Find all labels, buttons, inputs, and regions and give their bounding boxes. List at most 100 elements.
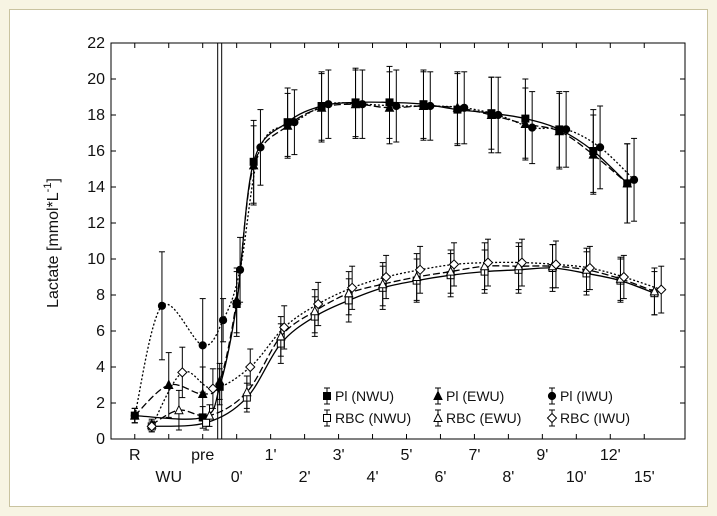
series-line bbox=[134, 101, 628, 420]
legend: Pl (NWU) Pl (EWU) Pl (IWU) RBC (NWU) RBC (EW… bbox=[323, 387, 630, 427]
data-point bbox=[204, 409, 215, 420]
x-tick-label: 1' bbox=[265, 447, 277, 464]
data-point bbox=[312, 298, 324, 310]
y-tick-label: 10 bbox=[87, 251, 105, 268]
legend-item: RBC (IWU) bbox=[546, 409, 630, 427]
legend-item: Pl (EWU) bbox=[433, 387, 504, 405]
data-point bbox=[235, 265, 245, 274]
legend-item: RBC (NWU) bbox=[323, 409, 411, 427]
data-point bbox=[584, 262, 596, 274]
legend-item: Pl (IWU) bbox=[547, 387, 613, 405]
data-point bbox=[588, 148, 599, 159]
data-point bbox=[494, 110, 503, 120]
data-point bbox=[595, 143, 605, 152]
y-tick-label: 22 bbox=[87, 35, 105, 52]
x-tick-label: 7' bbox=[468, 447, 480, 464]
y-tick-label: 4 bbox=[96, 359, 105, 376]
data-point bbox=[346, 282, 358, 294]
y-tick-label: 14 bbox=[87, 179, 105, 196]
legend-label: RBC (IWU) bbox=[560, 410, 630, 426]
data-point bbox=[554, 125, 565, 136]
series-line bbox=[134, 103, 628, 417]
data-point bbox=[245, 361, 256, 373]
x-tick-label: 6' bbox=[434, 469, 446, 486]
data-point bbox=[218, 316, 228, 325]
series-line bbox=[134, 102, 635, 416]
legend-item: RBC (EWU) bbox=[433, 409, 521, 427]
x-tick-label: WU bbox=[155, 469, 182, 486]
y-tick-label: 8 bbox=[96, 287, 105, 304]
data-point bbox=[343, 287, 354, 298]
data-point bbox=[130, 411, 139, 420]
data-point bbox=[309, 305, 320, 316]
legend-marker bbox=[546, 412, 558, 424]
legend-marker bbox=[323, 414, 331, 422]
y-tick-label: 16 bbox=[87, 143, 105, 160]
y-tick-label: 6 bbox=[96, 323, 105, 340]
legend-label: Pl (NWU) bbox=[335, 388, 394, 404]
data-point bbox=[377, 278, 388, 289]
data-point bbox=[146, 421, 157, 432]
data-point bbox=[290, 118, 299, 127]
data-point bbox=[629, 175, 639, 184]
data-point bbox=[445, 265, 456, 276]
series-2 bbox=[130, 69, 639, 424]
y-tick-label: 18 bbox=[87, 107, 105, 124]
data-point bbox=[198, 341, 207, 350]
chart-frame bbox=[9, 9, 708, 507]
x-tick-label: 15' bbox=[634, 469, 655, 486]
legend-marker bbox=[433, 412, 443, 422]
y-axis-label-tail: ] bbox=[45, 178, 62, 182]
data-point bbox=[279, 322, 290, 333]
data-point bbox=[214, 375, 225, 386]
legend-label: Pl (EWU) bbox=[446, 388, 504, 404]
x-tick-label: 8' bbox=[502, 469, 514, 486]
data-point bbox=[177, 367, 188, 378]
x-tick-label: R bbox=[129, 447, 141, 464]
data-point bbox=[448, 259, 460, 270]
y-tick-label: 0 bbox=[96, 431, 105, 448]
data-point bbox=[157, 301, 167, 310]
data-point bbox=[516, 257, 528, 268]
y-tick-label: 12 bbox=[87, 215, 105, 232]
data-point bbox=[411, 271, 422, 281]
x-tick-label: 2' bbox=[299, 469, 311, 486]
x-tick-label: 0' bbox=[231, 469, 243, 486]
data-point bbox=[649, 285, 660, 296]
legend-marker bbox=[547, 391, 557, 401]
y-tick-label: 20 bbox=[87, 71, 105, 88]
x-tick-label: 3' bbox=[333, 447, 345, 464]
x-tick-label: 5' bbox=[401, 447, 413, 464]
y-tick-label: 2 bbox=[96, 395, 105, 412]
data-point bbox=[358, 100, 367, 109]
plot-border bbox=[110, 42, 686, 440]
series-5 bbox=[146, 238, 667, 433]
data-point bbox=[618, 271, 630, 283]
data-point bbox=[256, 143, 265, 152]
data-point bbox=[392, 101, 401, 111]
plot-area bbox=[129, 65, 667, 433]
data-point bbox=[562, 125, 571, 134]
data-point bbox=[276, 330, 286, 341]
data-point bbox=[482, 257, 494, 268]
data-point bbox=[242, 386, 252, 397]
x-tick-label: 10' bbox=[566, 469, 587, 486]
legend-item: Pl (NWU) bbox=[323, 387, 394, 405]
data-point bbox=[324, 100, 333, 109]
y-axis-label: Lactate [mmol*L-1] bbox=[42, 178, 62, 308]
data-point bbox=[197, 388, 208, 398]
y-axis-label-main: Lactate [mmol*L bbox=[45, 192, 62, 308]
data-point bbox=[384, 102, 395, 112]
data-point bbox=[414, 264, 426, 276]
data-point bbox=[174, 404, 184, 415]
data-point bbox=[380, 271, 392, 283]
data-point bbox=[426, 101, 435, 111]
data-point bbox=[550, 259, 562, 270]
data-point bbox=[207, 383, 219, 394]
data-point bbox=[656, 284, 667, 295]
x-tick-label: 12' bbox=[600, 447, 621, 464]
axes: 0 2 4 6 8 10 12 14 16 18 20 22 R pre 1' 3' 5' 7' 9' 12' WU 0'… bbox=[87, 35, 686, 486]
data-point bbox=[528, 123, 537, 132]
legend-marker bbox=[433, 390, 443, 400]
